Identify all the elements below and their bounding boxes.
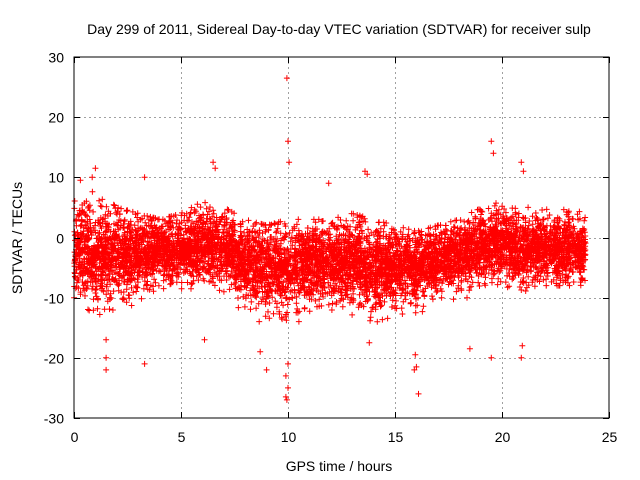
- data-points: [71, 75, 589, 403]
- x-tick-label: 25: [602, 429, 618, 445]
- x-axis-label: GPS time / hours: [286, 458, 393, 474]
- data-point-outlier: [490, 150, 497, 157]
- y-tick-label: -20: [44, 351, 64, 367]
- data-point-outlier: [325, 180, 332, 187]
- x-tick-label: 20: [495, 429, 511, 445]
- data-point-outlier: [282, 372, 289, 379]
- data-point-outlier: [283, 396, 290, 403]
- data-point-cloud: [71, 188, 589, 325]
- chart-title: Day 299 of 2011, Sidereal Day-to-day VTE…: [87, 21, 591, 37]
- data-point-outlier: [366, 339, 373, 346]
- data-point-outlier: [212, 165, 219, 172]
- data-point-outlier: [263, 366, 270, 373]
- y-axis-label: SDTVAR / TECUs: [9, 182, 25, 294]
- data-point-outlier: [488, 354, 495, 361]
- data-point-outlier: [519, 342, 526, 349]
- data-point-outlier: [103, 336, 110, 343]
- x-tick-label: 15: [388, 429, 404, 445]
- y-tick-label: 0: [56, 231, 64, 247]
- data-point-outlier: [92, 165, 99, 172]
- y-tick-label: -10: [44, 291, 64, 307]
- data-point-outlier: [413, 363, 420, 370]
- data-point-outlier: [285, 384, 291, 391]
- data-point-outlier: [285, 360, 291, 367]
- data-point-outlier: [201, 336, 208, 343]
- data-point-outlier: [415, 390, 422, 397]
- y-tick-label: -30: [44, 411, 64, 427]
- data-point-outlier: [103, 366, 110, 373]
- y-tick-label: 10: [48, 170, 64, 186]
- data-point-outlier: [518, 354, 525, 361]
- x-tick-label: 0: [71, 429, 79, 445]
- data-point-outlier: [283, 75, 290, 82]
- data-point-outlier: [257, 348, 264, 355]
- data-point-outlier: [412, 351, 419, 358]
- data-point-outlier: [141, 174, 148, 181]
- data-point-outlier: [520, 168, 527, 175]
- data-point-outlier: [89, 174, 96, 181]
- data-point-outlier: [210, 159, 217, 166]
- data-point-outlier: [103, 354, 110, 361]
- data-point-outlier: [141, 360, 148, 367]
- data-point-outlier: [286, 159, 293, 166]
- data-point-outlier: [282, 393, 289, 400]
- axis-ticks: 0 5 10 15 20 25 -30 -20 -10 0 10 20 30: [44, 50, 618, 446]
- data-point-outlier: [518, 159, 525, 166]
- x-tick-label: 10: [281, 429, 297, 445]
- data-point-outlier: [466, 345, 473, 352]
- data-point-outlier: [77, 177, 84, 184]
- y-tick-label: 30: [48, 50, 64, 66]
- y-tick-label: 20: [48, 110, 64, 126]
- plot-frame: [73, 56, 610, 419]
- data-point-outlier: [488, 138, 495, 145]
- data-point-outlier: [285, 138, 291, 145]
- data-point-outlier: [364, 171, 371, 178]
- x-tick-label: 5: [178, 429, 186, 445]
